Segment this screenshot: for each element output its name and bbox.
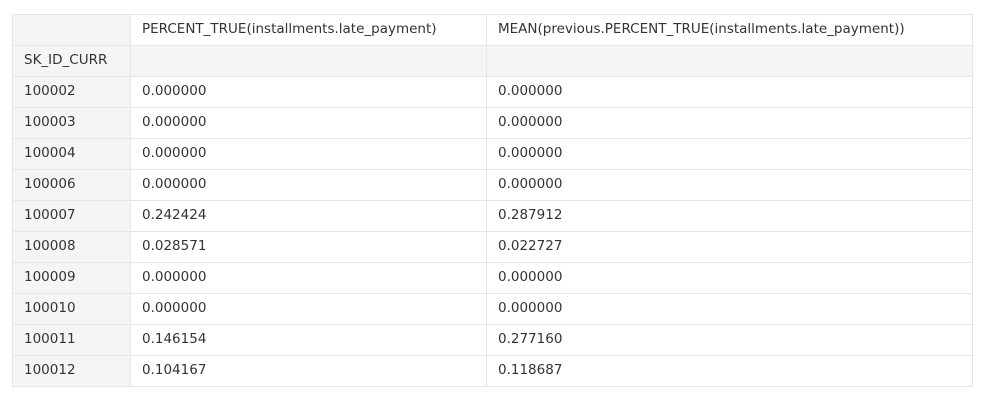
table-row: 100003 0.000000 0.000000 [12, 107, 973, 139]
index-row-blank-cell [486, 45, 973, 77]
table-row: 100006 0.000000 0.000000 [12, 169, 973, 201]
index-name-label: SK_ID_CURR [12, 45, 131, 77]
cell-percent-true: 0.000000 [130, 293, 487, 325]
table-row: 100007 0.242424 0.287912 [12, 200, 973, 232]
cell-mean-previous: 0.000000 [486, 169, 973, 201]
column-header-mean-previous: MEAN(previous.PERCENT_TRUE(installments.… [486, 14, 973, 46]
row-index-cell: 100010 [12, 293, 131, 325]
index-name-row: SK_ID_CURR [12, 45, 973, 77]
cell-percent-true: 0.242424 [130, 200, 487, 232]
cell-percent-true: 0.146154 [130, 324, 487, 356]
table-header: PERCENT_TRUE(installments.late_payment) … [12, 14, 973, 77]
row-index-cell: 100007 [12, 200, 131, 232]
column-header-percent-true: PERCENT_TRUE(installments.late_payment) [130, 14, 487, 46]
table-row: 100002 0.000000 0.000000 [12, 76, 973, 108]
table-body: 100002 0.000000 0.000000 100003 0.000000… [12, 76, 973, 387]
cell-mean-previous: 0.000000 [486, 262, 973, 294]
table-row: 100008 0.028571 0.022727 [12, 231, 973, 263]
row-index-cell: 100004 [12, 138, 131, 170]
row-index-cell: 100006 [12, 169, 131, 201]
cell-percent-true: 0.000000 [130, 262, 487, 294]
dataframe-output: PERCENT_TRUE(installments.late_payment) … [12, 14, 973, 387]
row-index-cell: 100012 [12, 355, 131, 387]
cell-mean-previous: 0.000000 [486, 76, 973, 108]
row-index-cell: 100011 [12, 324, 131, 356]
cell-mean-previous: 0.277160 [486, 324, 973, 356]
table-row: 100009 0.000000 0.000000 [12, 262, 973, 294]
row-index-cell: 100009 [12, 262, 131, 294]
row-index-cell: 100008 [12, 231, 131, 263]
cell-mean-previous: 0.118687 [486, 355, 973, 387]
cell-mean-previous: 0.000000 [486, 107, 973, 139]
index-row-blank-cell [130, 45, 487, 77]
cell-percent-true: 0.000000 [130, 76, 487, 108]
cell-percent-true: 0.000000 [130, 107, 487, 139]
cell-mean-previous: 0.000000 [486, 138, 973, 170]
table-row: 100011 0.146154 0.277160 [12, 324, 973, 356]
cell-percent-true: 0.000000 [130, 138, 487, 170]
column-header-row: PERCENT_TRUE(installments.late_payment) … [12, 14, 973, 46]
dataframe-table: PERCENT_TRUE(installments.late_payment) … [12, 14, 973, 387]
row-index-cell: 100003 [12, 107, 131, 139]
table-row: 100004 0.000000 0.000000 [12, 138, 973, 170]
cell-percent-true: 0.104167 [130, 355, 487, 387]
cell-mean-previous: 0.287912 [486, 200, 973, 232]
row-index-cell: 100002 [12, 76, 131, 108]
cell-percent-true: 0.000000 [130, 169, 487, 201]
cell-mean-previous: 0.022727 [486, 231, 973, 263]
cell-mean-previous: 0.000000 [486, 293, 973, 325]
cell-percent-true: 0.028571 [130, 231, 487, 263]
table-row: 100012 0.104167 0.118687 [12, 355, 973, 387]
header-corner-cell [12, 14, 131, 46]
table-row: 100010 0.000000 0.000000 [12, 293, 973, 325]
